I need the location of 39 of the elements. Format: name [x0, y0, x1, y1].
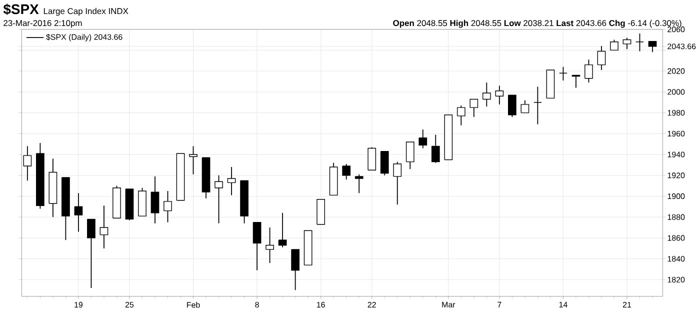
candlestick — [354, 174, 364, 194]
candlestick — [100, 205, 108, 249]
candlestick — [214, 174, 223, 224]
text: 23-Mar-2016 2:10pm — [4, 20, 82, 28]
chart-subtitle: Large Cap Index INDX — [44, 8, 128, 16]
candlestick — [482, 82, 491, 107]
candlestick — [266, 227, 274, 264]
candlestick — [74, 192, 83, 232]
candlestick — [23, 146, 32, 182]
candlestick — [534, 86, 542, 125]
candlestick — [636, 33, 644, 52]
candlestick — [520, 100, 530, 114]
candlestick — [252, 222, 262, 271]
candlestick — [368, 146, 376, 171]
candlestick — [189, 146, 198, 175]
candlestick — [164, 190, 172, 223]
candlestick — [380, 150, 389, 176]
candlestick — [342, 163, 351, 180]
candlestick — [508, 94, 516, 118]
candlestick — [610, 39, 618, 51]
candlestick — [393, 161, 402, 206]
candlestick — [597, 46, 606, 70]
candlestick — [431, 134, 440, 164]
chart-title: $SPX — [3, 4, 39, 16]
candlestick — [584, 59, 593, 83]
candlestick — [559, 66, 568, 81]
candlestick — [648, 40, 657, 53]
candlestick — [150, 176, 160, 224]
candlestick — [291, 248, 300, 291]
candlestick — [495, 85, 504, 105]
candlestick — [456, 105, 466, 126]
candlestick — [227, 166, 236, 196]
candlestick — [622, 37, 632, 50]
candlestick — [470, 98, 478, 118]
candlestick — [87, 218, 96, 288]
candlestick — [418, 129, 428, 149]
candlestick — [406, 142, 414, 170]
text: Open 2048.55 High 2048.55 Low 2038.21 Last 2043.66 Chg -6.14 (-0.30%) — [393, 20, 682, 28]
candlestick — [278, 212, 287, 248]
